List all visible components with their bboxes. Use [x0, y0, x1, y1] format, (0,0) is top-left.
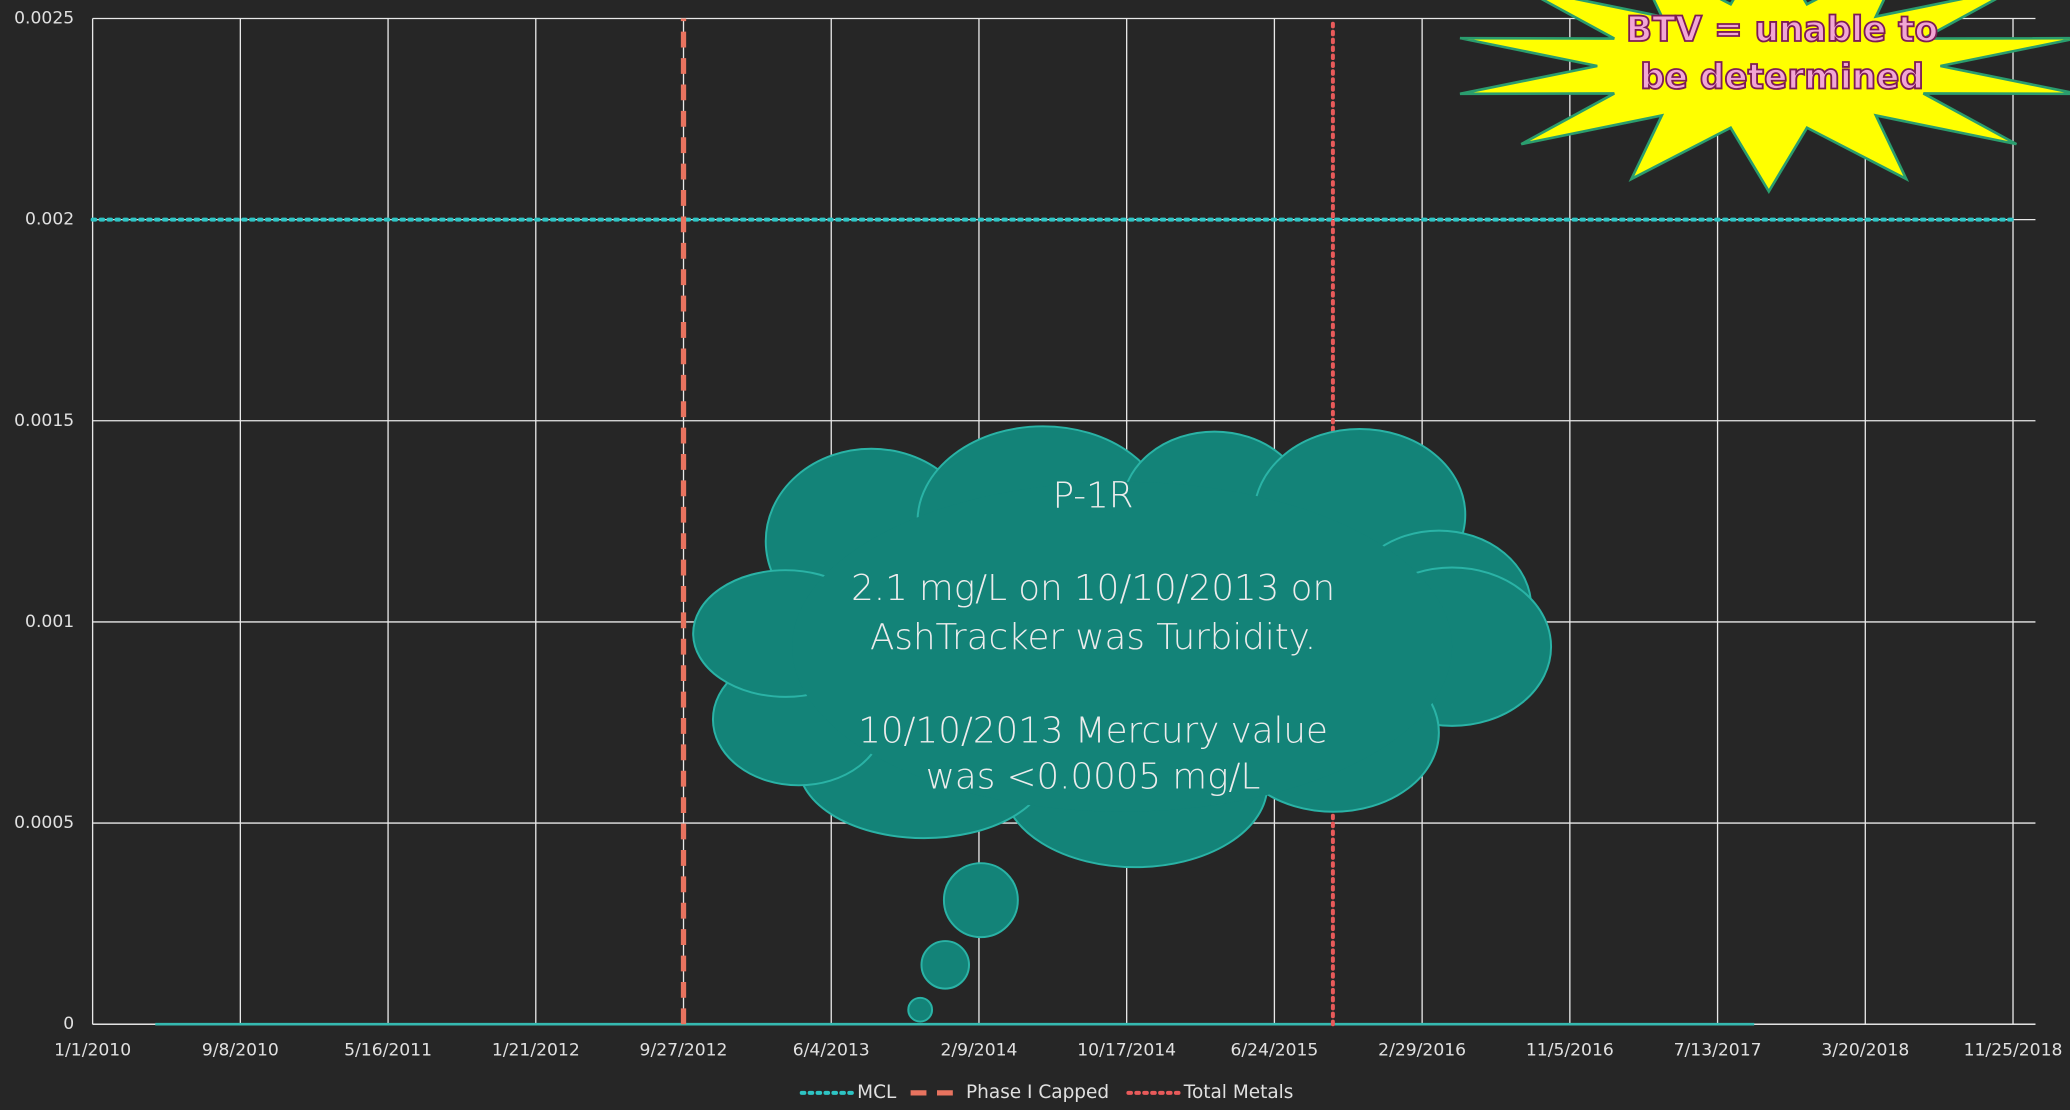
cloud-bubble — [942, 862, 1019, 939]
x-tick-label: 1/21/2012 — [492, 1041, 580, 1061]
cloud-text-group: P-1R 2.1 mg/L on 10/10/2013 on AshTracke… — [851, 476, 1335, 798]
cloud-callout — [692, 425, 1553, 1023]
x-tick-label: 2/29/2016 — [1378, 1041, 1466, 1061]
x-tick-label: 9/27/2012 — [640, 1041, 728, 1061]
y-tick-label: 0 — [63, 1014, 74, 1034]
starburst-text: be determined — [1640, 58, 1924, 98]
cloud-text: AshTracker was Turbidity. — [870, 617, 1316, 658]
x-tick-label: 1/1/2010 — [54, 1041, 131, 1061]
legend-label: Total Metals — [1183, 1082, 1294, 1103]
x-tick-label: 6/24/2015 — [1230, 1041, 1318, 1061]
x-tick-label: 10/17/2014 — [1077, 1041, 1176, 1061]
cloud-text: 2.1 mg/L on 10/10/2013 on — [851, 568, 1335, 609]
cloud-text: P-1R — [1053, 476, 1134, 517]
x-tick-label: 3/20/2018 — [1821, 1041, 1909, 1061]
legend-label: MCL — [857, 1082, 897, 1103]
x-tick-label: 5/16/2011 — [344, 1041, 432, 1061]
x-tick-label: 11/25/2018 — [1964, 1041, 2063, 1061]
starburst-text: BTV = unable to — [1626, 10, 1938, 50]
x-tick-label: 11/5/2016 — [1526, 1041, 1614, 1061]
cloud-text: was <0.0005 mg/L — [926, 757, 1261, 798]
legend: MCL Phase I Capped Total Metals — [799, 1082, 1294, 1103]
x-tick-label: 7/13/2017 — [1674, 1041, 1762, 1061]
cloud-body — [792, 481, 1453, 812]
y-tick-label: 0.0005 — [14, 813, 74, 833]
cloud-bubble — [920, 940, 970, 990]
x-tick-label: 2/9/2014 — [940, 1041, 1017, 1061]
y-tick-label: 0.001 — [25, 612, 74, 632]
starburst — [1459, 0, 2070, 194]
x-tick-label: 6/4/2013 — [793, 1041, 870, 1061]
cloud-bubble — [907, 996, 934, 1023]
legend-label: Phase I Capped — [966, 1082, 1109, 1103]
y-tick-label: 0.002 — [25, 210, 74, 230]
cloud-text: 10/10/2013 Mercury value — [858, 711, 1328, 752]
x-tick-label: 9/8/2010 — [202, 1041, 279, 1061]
y-tick-label: 0.0015 — [14, 411, 74, 431]
y-tick-label: 0.0025 — [14, 8, 74, 28]
